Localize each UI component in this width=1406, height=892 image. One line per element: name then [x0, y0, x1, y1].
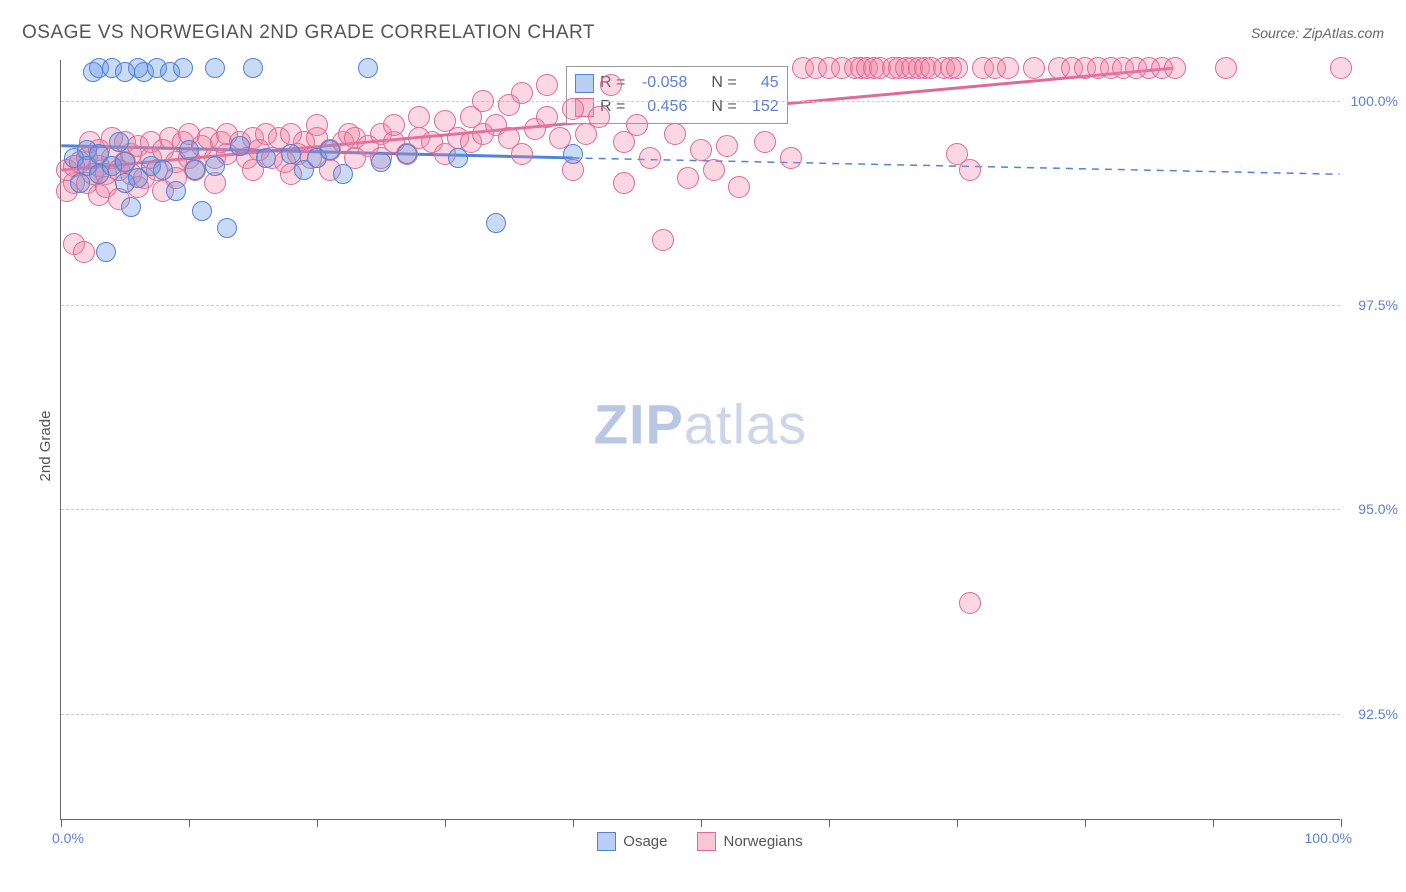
scatter-point — [780, 147, 802, 169]
scatter-point — [639, 147, 661, 169]
scatter-point — [192, 201, 212, 221]
scatter-point — [562, 98, 584, 120]
scatter-point — [217, 218, 237, 238]
scatter-point — [185, 160, 205, 180]
x-tick — [957, 819, 958, 827]
scatter-point — [320, 140, 340, 160]
scatter-point — [306, 114, 328, 136]
y-axis-label: 2nd Grade — [37, 411, 54, 482]
swatch-icon — [697, 832, 716, 851]
gridline — [61, 101, 1340, 102]
scatter-point — [959, 592, 981, 614]
scatter-point — [626, 114, 648, 136]
scatter-point — [73, 241, 95, 263]
y-tick-label: 97.5% — [1344, 297, 1398, 313]
scatter-point — [511, 82, 533, 104]
scatter-point — [358, 58, 378, 78]
scatter-point — [448, 148, 468, 168]
scatter-point — [109, 132, 129, 152]
x-tick — [189, 819, 190, 827]
chart-header: OSAGE VS NORWEGIAN 2ND GRADE CORRELATION… — [22, 22, 1384, 44]
scatter-point — [486, 213, 506, 233]
x-tick — [701, 819, 702, 827]
y-tick-label: 92.5% — [1344, 706, 1398, 722]
scatter-point — [371, 152, 391, 172]
x-tick — [61, 819, 62, 827]
swatch-icon — [597, 832, 616, 851]
x-tick — [1085, 819, 1086, 827]
scatter-point — [472, 90, 494, 112]
scatter-point — [728, 176, 750, 198]
gridline — [61, 305, 1340, 306]
scatter-point — [511, 143, 533, 165]
stat-N-value: 45 — [743, 71, 779, 95]
stat-N-label: N = — [711, 95, 736, 119]
scatter-point — [613, 172, 635, 194]
chart-title: OSAGE VS NORWEGIAN 2ND GRADE CORRELATION… — [22, 22, 595, 44]
gridline — [61, 509, 1340, 510]
x-tick — [1213, 819, 1214, 827]
scatter-point — [121, 197, 141, 217]
watermark-bold: ZIP — [594, 393, 684, 456]
scatter-point — [408, 106, 430, 128]
stat-N-label: N = — [711, 71, 736, 95]
watermark-rest: atlas — [684, 393, 807, 456]
scatter-point — [690, 139, 712, 161]
scatter-point — [652, 229, 674, 251]
scatter-point — [716, 135, 738, 157]
scatter-point — [536, 106, 558, 128]
watermark: ZIPatlas — [594, 392, 807, 457]
scatter-point — [1330, 57, 1352, 79]
scatter-point — [173, 58, 193, 78]
scatter-point — [166, 181, 186, 201]
bottom-legend: Osage Norwegians — [60, 832, 1340, 851]
scatter-point — [179, 140, 199, 160]
scatter-point — [997, 57, 1019, 79]
stat-R-value: -0.058 — [631, 71, 687, 95]
scatter-point — [677, 167, 699, 189]
scatter-point — [230, 136, 250, 156]
scatter-point — [1215, 57, 1237, 79]
source-attribution: Source: ZipAtlas.com — [1251, 25, 1384, 41]
x-tick — [573, 819, 574, 827]
scatter-point — [600, 74, 622, 96]
scatter-point — [959, 159, 981, 181]
scatter-point — [946, 57, 968, 79]
x-tick — [445, 819, 446, 827]
x-tick — [317, 819, 318, 827]
scatter-plot-area: ZIPatlas R = -0.058 N = 45 R = 0.456 N =… — [60, 60, 1340, 820]
legend-label: Osage — [623, 833, 667, 850]
scatter-point — [588, 106, 610, 128]
scatter-point — [1164, 57, 1186, 79]
scatter-point — [333, 164, 353, 184]
scatter-point — [96, 242, 116, 262]
x-tick — [829, 819, 830, 827]
scatter-point — [153, 160, 173, 180]
x-tick — [1341, 819, 1342, 827]
scatter-point — [243, 58, 263, 78]
stat-N-value: 152 — [743, 95, 779, 119]
legend-label: Norwegians — [723, 833, 802, 850]
scatter-point — [256, 148, 276, 168]
scatter-point — [205, 58, 225, 78]
gridline — [61, 714, 1340, 715]
scatter-point — [383, 114, 405, 136]
swatch-icon — [575, 74, 594, 93]
legend-item-osage: Osage — [597, 832, 667, 851]
scatter-point — [397, 144, 417, 164]
y-tick-label: 95.0% — [1344, 501, 1398, 517]
legend-item-norwegians: Norwegians — [697, 832, 802, 851]
scatter-point — [754, 131, 776, 153]
scatter-point — [664, 123, 686, 145]
y-tick-label: 100.0% — [1344, 93, 1398, 109]
scatter-point — [536, 74, 558, 96]
scatter-point — [703, 159, 725, 181]
scatter-point — [205, 156, 225, 176]
scatter-point — [563, 144, 583, 164]
scatter-point — [1023, 57, 1045, 79]
